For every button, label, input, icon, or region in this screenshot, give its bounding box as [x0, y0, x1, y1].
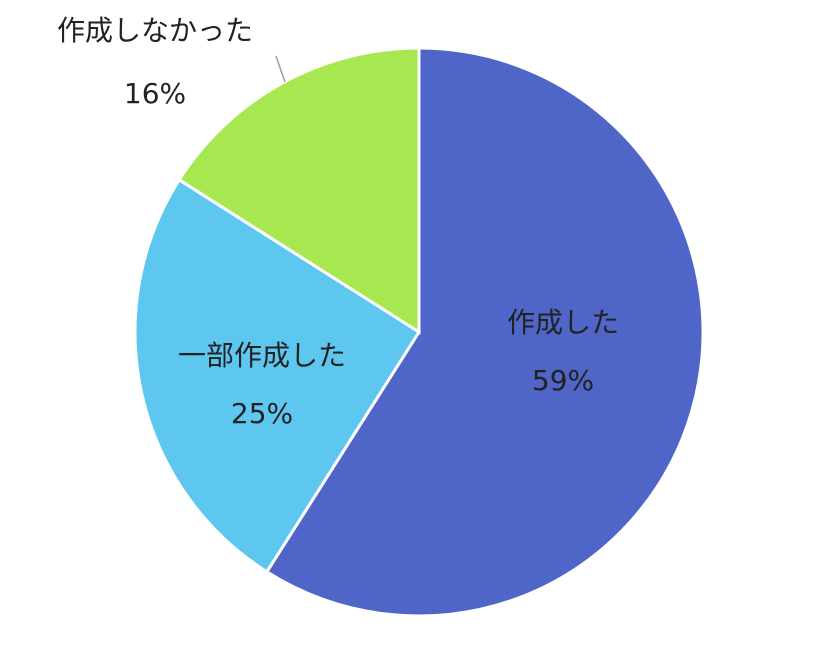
slice-label-1: 一部作成した — [178, 339, 346, 372]
pie-slice-2 — [177, 46, 421, 335]
leader-line — [275, 55, 286, 83]
slice-value-0: 59% — [532, 364, 594, 397]
slice-label-2: 作成しなかった — [57, 14, 253, 47]
pie-slice-0 — [264, 46, 705, 618]
slice-label-0: 作成した — [507, 306, 619, 339]
slice-value-2: 16% — [124, 77, 186, 110]
slice-value-1: 25% — [231, 397, 293, 430]
pie-slice-1 — [133, 177, 422, 574]
